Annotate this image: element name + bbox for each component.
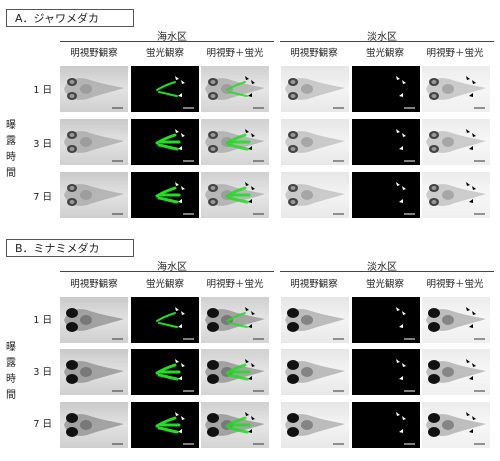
section-a-row-day7: 7 日 [33, 192, 52, 203]
section-b-col-fluor-sea: 蛍光観察 [145, 279, 184, 290]
section-a-micrograph-fresh-mg-day1 [422, 66, 490, 112]
section-b-micrograph-sea-bf-day3 [60, 349, 128, 395]
section-a-micrograph-sea-fl-day3 [131, 119, 199, 165]
section-b-micrograph-fresh-bf-day7 [281, 402, 349, 448]
section-a-col-brightfield-fresh: 明視野観察 [290, 48, 338, 59]
section-a-col-merge-sea: 明視野＋蛍光 [206, 48, 264, 59]
section-a-micrograph-fresh-bf-day7 [281, 172, 349, 218]
section-b-micrograph-fresh-bf-day3 [281, 349, 349, 395]
section-a-micrograph-sea-mg-day7 [201, 172, 269, 218]
section-a-col-merge-fresh: 明視野＋蛍光 [426, 48, 484, 59]
section-a-row-day3: 3 日 [33, 139, 52, 150]
section-a-exposure-3: 時 [6, 152, 16, 163]
section-b-freshwater-title: 淡水区 [367, 262, 397, 273]
section-b-col-fluor-fresh: 蛍光観察 [365, 279, 404, 290]
section-a-col-brightfield-sea: 明視野観察 [70, 48, 118, 59]
section-b-label: B．ミナミメダカ [6, 239, 134, 257]
section-a-exposure-4: 間 [6, 168, 16, 179]
section-b-col-merge-fresh: 明視野＋蛍光 [426, 279, 484, 290]
section-b-col-brightfield-sea: 明視野観察 [70, 279, 118, 290]
section-b-seawater-title: 海水区 [157, 262, 187, 273]
section-a-micrograph-sea-mg-day1 [201, 66, 269, 112]
section-b-micrograph-sea-bf-day7 [60, 402, 128, 448]
section-a-seawater-title: 海水区 [157, 32, 187, 43]
section-b-micrograph-sea-bf-day1 [60, 297, 128, 343]
section-a-exposure-1: 曝 [6, 120, 16, 131]
section-b-row-day3: 3 日 [33, 367, 52, 378]
section-b-freshwater-line [280, 271, 494, 272]
section-b-row-day7: 7 日 [33, 419, 52, 430]
section-a-exposure-2: 露 [6, 136, 16, 147]
section-a-micrograph-fresh-fl-day7 [352, 172, 420, 218]
section-a-label: A．ジャワメダカ [6, 9, 134, 27]
section-a-micrograph-sea-fl-day1 [131, 66, 199, 112]
section-b-micrograph-fresh-mg-day3 [422, 349, 490, 395]
section-b-micrograph-fresh-fl-day7 [352, 402, 420, 448]
section-a-micrograph-sea-fl-day7 [131, 172, 199, 218]
section-b-row-day1: 1 日 [33, 315, 52, 326]
section-a-micrograph-fresh-mg-day3 [422, 119, 490, 165]
section-a-micrograph-sea-bf-day1 [60, 66, 128, 112]
section-b-micrograph-fresh-fl-day3 [352, 349, 420, 395]
section-a-micrograph-sea-bf-day7 [60, 172, 128, 218]
section-a-micrograph-fresh-mg-day7 [422, 172, 490, 218]
section-a-micrograph-fresh-fl-day1 [352, 66, 420, 112]
section-a-micrograph-fresh-bf-day1 [281, 66, 349, 112]
section-b-micrograph-sea-fl-day7 [131, 402, 199, 448]
section-a-col-fluor-fresh: 蛍光観察 [365, 48, 404, 59]
section-a-freshwater-line [280, 41, 494, 42]
section-b-micrograph-sea-fl-day1 [131, 297, 199, 343]
section-b-exposure-1: 曝 [6, 342, 16, 353]
section-b-seawater-line [60, 271, 274, 272]
section-b-micrograph-sea-mg-day3 [201, 349, 269, 395]
section-b-exposure-4: 間 [6, 390, 16, 401]
section-a-micrograph-sea-mg-day3 [201, 119, 269, 165]
section-a-seawater-line [60, 41, 274, 42]
section-b-exposure-2: 露 [6, 358, 16, 369]
section-b-micrograph-fresh-mg-day1 [422, 297, 490, 343]
section-a-micrograph-sea-bf-day3 [60, 119, 128, 165]
section-b-micrograph-sea-fl-day3 [131, 349, 199, 395]
section-b-exposure-3: 時 [6, 374, 16, 385]
section-a-micrograph-fresh-fl-day3 [352, 119, 420, 165]
section-a-micrograph-fresh-bf-day3 [281, 119, 349, 165]
section-b-col-merge-sea: 明視野＋蛍光 [206, 279, 264, 290]
section-b-col-brightfield-fresh: 明視野観察 [290, 279, 338, 290]
section-b-micrograph-fresh-bf-day1 [281, 297, 349, 343]
section-b-micrograph-sea-mg-day7 [201, 402, 269, 448]
section-b-micrograph-fresh-fl-day1 [352, 297, 420, 343]
section-b-micrograph-sea-mg-day1 [201, 297, 269, 343]
section-a-col-fluor-sea: 蛍光観察 [145, 48, 184, 59]
section-a-freshwater-title: 淡水区 [367, 32, 397, 43]
section-b-micrograph-fresh-mg-day7 [422, 402, 490, 448]
section-a-row-day1: 1 日 [33, 85, 52, 96]
